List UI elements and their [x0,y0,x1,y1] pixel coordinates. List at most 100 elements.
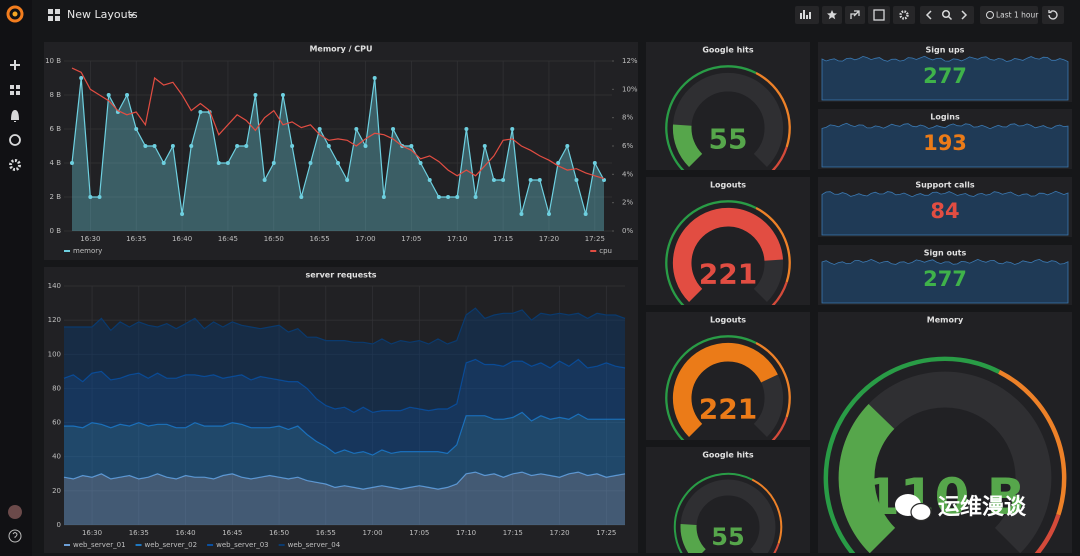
threshold-arc [771,281,788,305]
gauge-fill [672,342,778,437]
explore-icon[interactable] [9,134,21,146]
panel-title: server requests [305,271,376,280]
area-fill [64,308,625,413]
avatar[interactable] [8,505,22,519]
y-tick-label: 20 [52,487,61,495]
data-point [125,93,130,97]
series-line [63,358,626,413]
y2-tick-label: 4% [622,170,633,178]
area-fill [72,78,604,231]
gauge: Logouts 221 [665,181,791,305]
data-point [372,76,377,80]
zoom-icon[interactable] [941,9,951,19]
series-line [64,307,626,345]
x-tick-label: 17:10 [456,529,476,537]
data-point [537,178,542,182]
data-point [565,144,570,148]
x-tick-label: 17:20 [549,529,569,537]
threshold-arc [673,472,753,553]
gauge-fill [838,403,896,553]
settings-button[interactable] [893,6,915,24]
logo[interactable] [6,5,24,23]
save-icon [873,9,885,21]
settings-icon[interactable] [9,159,21,171]
x-tick-label: 17:15 [493,235,513,243]
data-point [427,178,432,182]
alert-icon[interactable] [11,110,19,122]
threshold-arc [771,416,788,440]
data-point [446,195,451,199]
data-point [97,195,102,199]
y-tick-label: 8 B [50,91,62,99]
gauge: Google hits 55 [673,451,783,553]
gauge-value: 221 [699,393,757,426]
save-button[interactable] [868,6,890,24]
data-point [253,93,258,97]
legend-label: cpu [599,247,612,255]
stat-value: 277 [923,267,967,291]
stat-title: Sign outs [924,249,967,258]
x-tick-label: 16:35 [126,235,146,243]
x-tick-label: 16:40 [175,529,195,537]
gauge-title: Memory [927,316,964,325]
threshold-arc [998,369,1067,516]
data-point [235,144,240,148]
x-tick-label: 16:45 [222,529,242,537]
stat-value: 277 [923,64,967,88]
data-point [528,178,533,182]
dashboards-icon[interactable] [10,85,20,95]
data-point [336,161,340,165]
data-point [70,161,74,165]
gauge: Logouts 221 [665,316,791,440]
area-fill [64,412,625,490]
gauge: Google hits 55 [665,46,791,170]
refresh-button[interactable] [1042,6,1064,24]
stat-title: Support calls [915,181,975,190]
data-point [556,161,561,165]
gauge-fill [680,524,707,553]
add-icon[interactable] [10,60,20,70]
panel [646,42,810,170]
data-point [436,195,441,199]
time-picker[interactable] [980,6,1038,24]
gauge-value: 55 [711,523,744,551]
x-tick-label: 16:30 [82,529,102,537]
threshold-arc [773,543,780,553]
threshold-arc [665,65,757,170]
time-range[interactable]: Last 1 hour [996,11,1039,20]
data-point [510,127,515,131]
data-point [299,195,304,199]
data-point [464,127,469,131]
watermark-icon [910,502,932,522]
x-tick-label: 17:15 [503,529,523,537]
y2-tick-label: 12% [622,57,638,65]
gauge-title: Google hits [702,46,754,55]
data-point [79,76,84,80]
back-icon[interactable] [925,10,932,20]
data-point [225,161,230,165]
title-caret[interactable] [129,14,135,17]
help-mark [12,532,18,538]
sidebar [0,0,32,556]
data-point [482,144,487,148]
toolbar: Last 1 hour [795,6,1064,24]
legend-label: memory [73,247,102,255]
dashboard-title[interactable]: New Layouts [67,8,138,21]
legend-label: web_server_04 [288,541,341,549]
data-point [170,144,175,148]
data-point [409,144,414,148]
gauge-value: 110 B [865,468,1025,526]
x-tick-label: 16:40 [172,235,192,243]
gauge-value: 55 [709,123,748,156]
forward-icon[interactable] [961,10,968,20]
data-point [280,93,285,97]
legend-label: web_server_02 [145,541,198,549]
y2-tick-label: 0% [622,227,633,235]
legend-label: web_server_03 [216,541,269,549]
data-point [546,212,551,216]
data-point [501,178,506,182]
share-icon [850,10,860,19]
data-point [244,144,249,148]
data-point [363,144,368,148]
help-icon[interactable] [8,529,22,543]
